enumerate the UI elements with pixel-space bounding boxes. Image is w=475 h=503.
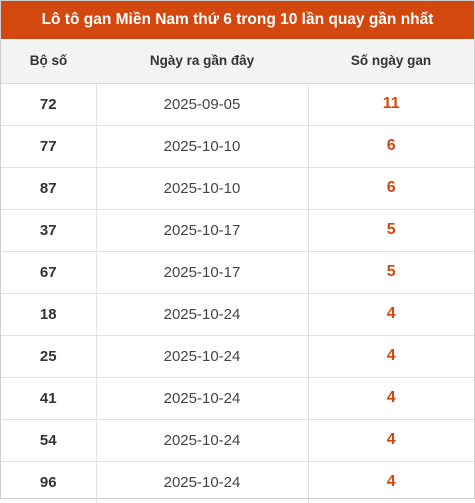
row-days-gan: 4 [308, 460, 474, 503]
row-days-gan: 4 [308, 418, 474, 461]
row-last-date: 2025-10-24 [95, 418, 309, 461]
row-days-gan: 4 [308, 376, 474, 419]
row-last-date: 2025-10-24 [95, 334, 309, 377]
row-last-date: 2025-10-10 [95, 166, 309, 209]
row-last-date: 2025-10-17 [95, 208, 309, 251]
row-number: 18 [1, 292, 96, 335]
row-last-date: 2025-10-24 [95, 376, 309, 419]
row-days-gan: 6 [308, 166, 474, 209]
row-number: 37 [1, 208, 96, 251]
lo-gan-table: Bộ số Ngày ra gần đây Số ngày gan 72 2025… [1, 39, 474, 503]
row-last-date: 2025-10-10 [95, 124, 309, 167]
row-days-gan: 5 [308, 208, 474, 251]
row-number: 87 [1, 166, 96, 209]
row-days-gan: 4 [308, 292, 474, 335]
table-row: 67 2025-10-17 5 [1, 250, 474, 293]
table-header-row: Bộ số Ngày ra gần đây Số ngày gan [1, 39, 474, 84]
row-number: 77 [1, 124, 96, 167]
row-last-date: 2025-10-17 [95, 250, 309, 293]
table-row: 25 2025-10-24 4 [1, 334, 474, 377]
row-last-date: 2025-10-24 [95, 292, 309, 335]
row-number: 54 [1, 418, 96, 461]
row-number: 25 [1, 334, 96, 377]
table-row: 77 2025-10-10 6 [1, 124, 474, 167]
table-row: 96 2025-10-24 4 [1, 460, 474, 503]
header-number: Bộ số [1, 39, 96, 84]
table-row: 18 2025-10-24 4 [1, 292, 474, 335]
table-row: 72 2025-09-05 11 [1, 83, 474, 125]
row-number: 41 [1, 376, 96, 419]
row-days-gan: 4 [308, 334, 474, 377]
header-days-gan: Số ngày gan [308, 39, 474, 84]
table-row: 54 2025-10-24 4 [1, 418, 474, 461]
row-number: 72 [39, 95, 57, 113]
table-row: 37 2025-10-17 5 [1, 208, 474, 251]
table-row: 87 2025-10-10 6 [1, 166, 474, 209]
row-days-gan: 5 [308, 250, 474, 293]
row-last-date: 2025-10-24 [95, 460, 309, 503]
header-last-date: Ngày ra gần đây [96, 39, 308, 84]
row-last-date: 2025-09-05 [95, 83, 309, 125]
row-days-gan: 6 [308, 124, 474, 167]
row-number: 67 [1, 250, 96, 293]
widget-title: Lô tô gan Miền Nam thứ 6 trong 10 lần qu… [1, 1, 474, 39]
table-row: 41 2025-10-24 4 [1, 376, 474, 419]
row-number: 96 [1, 460, 96, 503]
row-days-gan: 11 [382, 95, 400, 112]
